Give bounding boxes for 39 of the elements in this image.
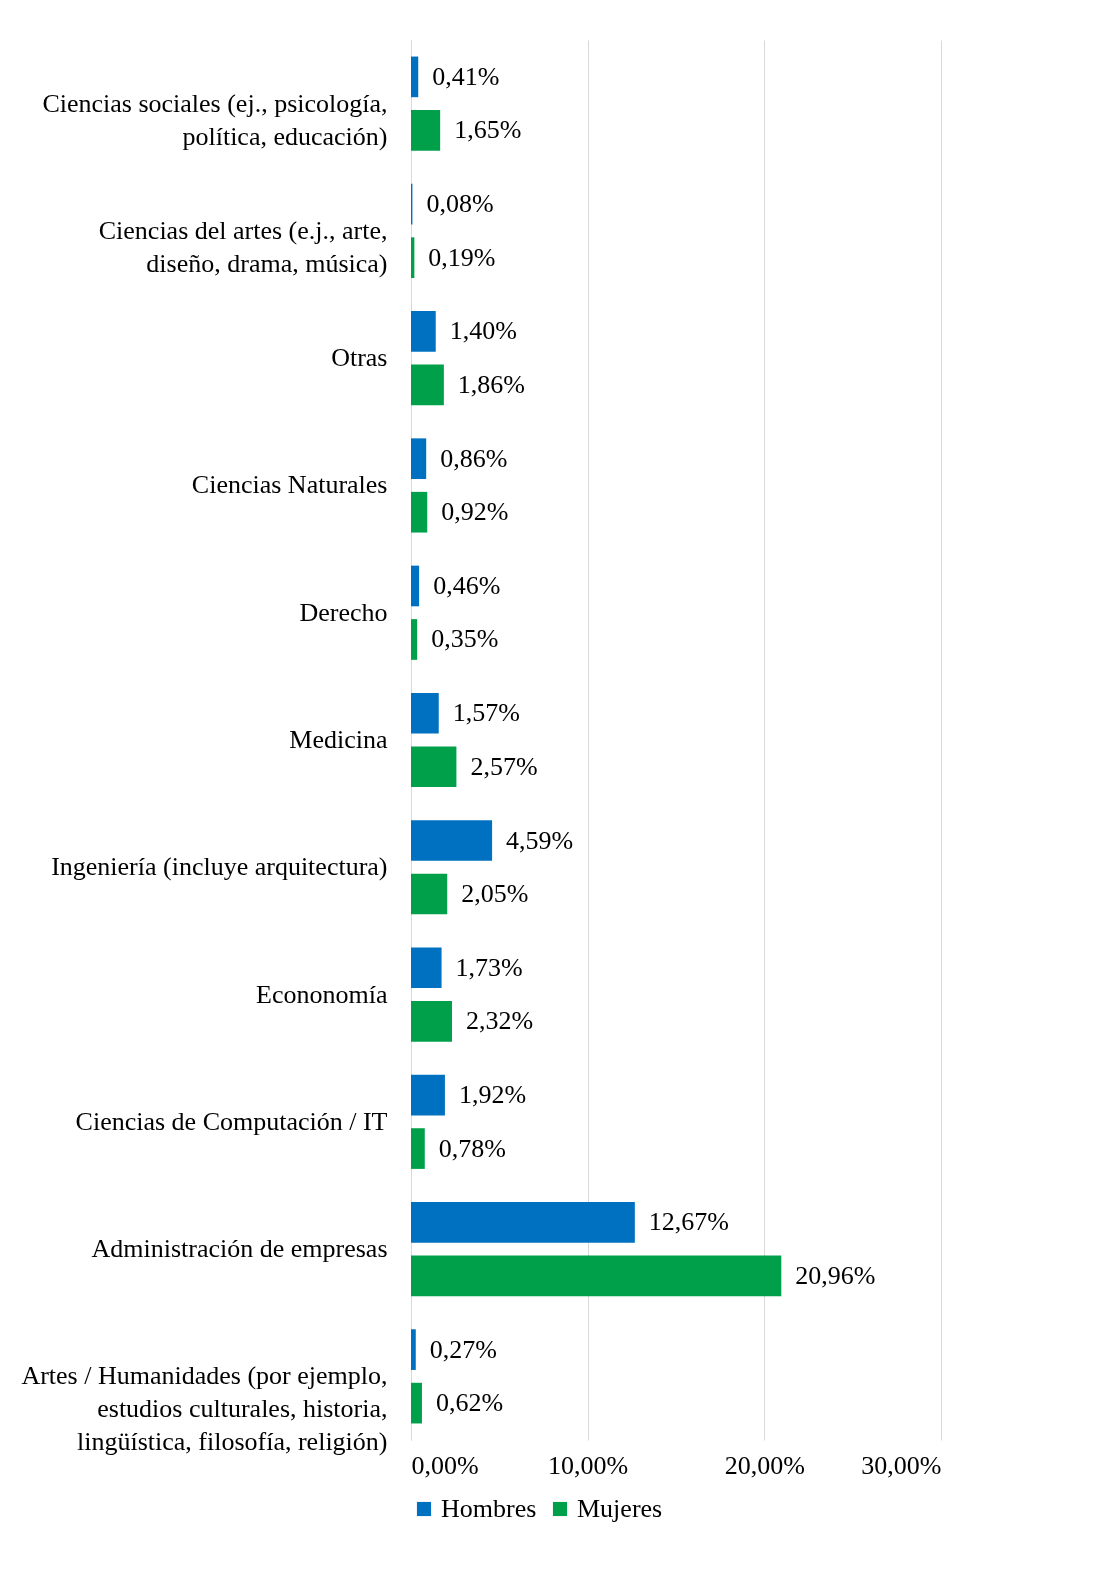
data-label: 0,86% [440, 443, 508, 473]
x-tick-label: 0,00% [411, 1450, 479, 1480]
data-label: 1,40% [449, 316, 517, 346]
y-tick-label: Ciencias Naturales [191, 470, 388, 500]
legend-label: Mujeres [577, 1494, 663, 1523]
x-tick-label: 30,00% [861, 1450, 942, 1480]
data-label: 2,05% [461, 879, 529, 909]
data-label: 12,67% [648, 1207, 730, 1237]
data-label: 4,59% [506, 825, 574, 855]
data-label: 0,41% [432, 61, 500, 91]
y-tick-label: Administración de empresas [91, 1234, 388, 1264]
y-tick-label: Ciencias sociales (ej., psicología, política, educación) [42, 88, 388, 151]
y-tick-label: Ingeniería (incluye arquitectura) [51, 852, 388, 882]
y-tick-label: Medicina [289, 725, 388, 754]
data-label: 0,92% [441, 497, 509, 527]
data-label: 1,73% [455, 952, 523, 982]
x-tick-label: 10,00% [548, 1450, 629, 1480]
data-label: 0,19% [428, 242, 496, 272]
data-label: 0,08% [426, 189, 494, 219]
y-tick-label: Otras [331, 343, 388, 373]
data-label: 1,86% [457, 369, 526, 399]
data-label: 2,57% [470, 751, 538, 781]
x-tick-label: 20,00% [724, 1450, 805, 1480]
y-tick-label: Econonomía [256, 979, 388, 1009]
y-tick-label: Ciencias del artes (e.j., arte, diseño, drama, música) [98, 215, 388, 278]
data-label: 0,46% [433, 570, 501, 600]
data-label: 0,62% [435, 1388, 504, 1418]
data-label: 0,35% [431, 624, 499, 654]
data-label: 1,92% [458, 1080, 527, 1110]
legend-label: Hombres [441, 1494, 537, 1523]
y-tick-label: Artes / Humanidades (por ejemplo, estudios culturales, historia, lingüística, filosofía, religión) [21, 1361, 388, 1457]
data-label: 20,96% [795, 1260, 876, 1290]
data-label: 2,32% [465, 1006, 534, 1036]
data-label: 0,78% [438, 1133, 506, 1163]
y-tick-label: Derecho [299, 597, 388, 627]
data-label: 0,27% [429, 1334, 497, 1364]
data-label: 1,65% [454, 115, 522, 145]
y-tick-label: Ciencias de Computación / IT [75, 1106, 388, 1136]
data-label: 1,57% [452, 698, 520, 728]
